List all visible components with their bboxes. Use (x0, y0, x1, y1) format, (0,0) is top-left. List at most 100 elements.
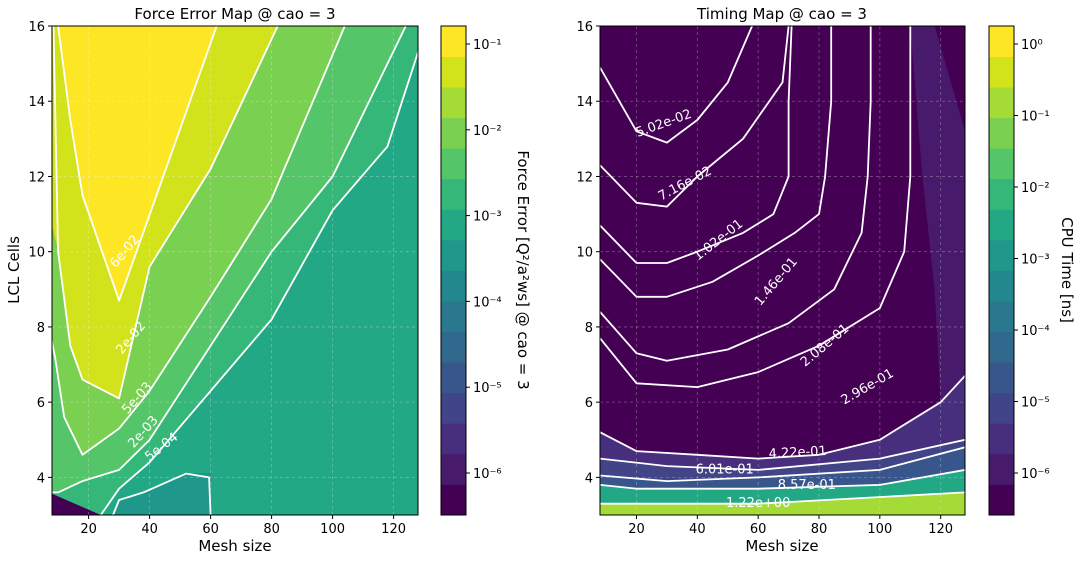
force-error-region-3 (52, 26, 406, 493)
timing-gridlines (600, 26, 965, 515)
force-error-colorbar-tick-label-0: 10⁻⁶ (473, 467, 502, 482)
force-error-colorbar-tick-label-2: 10⁻⁴ (473, 295, 502, 310)
timing-colorbar-segment-2 (989, 423, 1014, 455)
timing-colorbar-segment-12 (989, 117, 1014, 149)
timing-region-0 (910, 26, 965, 403)
timing-x-ticks: 20 40 60 80 100 120 (628, 515, 953, 537)
force-error-region-1 (52, 26, 278, 399)
timing-y-tick-label-5: 14 (576, 95, 593, 110)
force-error-colorbar-tick-label-4: 10⁻² (473, 124, 502, 139)
timing-colorbar-tick-label-6: 10⁰ (1021, 38, 1043, 53)
force-error-title: Force Error Map @ cao = 3 (134, 5, 335, 23)
force-error-x-ticks: 20 40 60 80 100 120 (80, 515, 406, 537)
timing-colorbar-tick-label-0: 10⁻⁶ (1021, 467, 1050, 482)
timing-colorbar-label: CPU Time [ns] (1058, 217, 1076, 323)
timing-y-tick-label-6: 16 (576, 20, 593, 35)
timing-y-tick-label-3: 10 (576, 246, 593, 261)
timing-colorbar-segment-7 (989, 270, 1014, 302)
timing-contour-line-1 (600, 26, 790, 208)
timing-contour-line-3 (600, 26, 833, 298)
force-error-contour-line-5 (112, 472, 212, 515)
timing-plot-frame (599, 25, 966, 516)
timing-y-tick-label-4: 12 (576, 170, 593, 185)
force-error-colorbar-frame (440, 25, 467, 516)
force-error-y-ticks: 4 6 8 10 12 14 16 (28, 20, 52, 486)
timing-x-tick-label-1: 40 (689, 522, 706, 537)
force-error-contour-line-1 (52, 26, 279, 400)
timing-colorbar-tick-label-1: 10⁻⁵ (1021, 396, 1050, 411)
force-error-y-axis-label: LCL Cells (5, 236, 23, 304)
force-error-colorbar-segment-8 (441, 239, 466, 271)
timing-colorbar-segment-4 (989, 362, 1014, 394)
force-error-y-tick-label-5: 14 (28, 95, 45, 110)
force-error-x-tick-label-5: 120 (381, 522, 406, 537)
force-error-colorbar-segment-2 (441, 423, 466, 455)
timing-contour-line-9 (600, 469, 965, 490)
force-error-colorbar-segment-1 (441, 453, 466, 485)
timing-colorbar-segment-0 (989, 484, 1014, 516)
timing-colorbar-segment-8 (989, 239, 1014, 271)
timing-colorbar-segment-9 (989, 209, 1014, 241)
force-error-x-tick-label-2: 60 (202, 522, 219, 537)
timing-region-3 (600, 447, 965, 489)
force-error-filled-contours (52, 26, 418, 515)
timing-colorbar-tick-label-3: 10⁻³ (1021, 253, 1050, 268)
timing-contour-lines (600, 26, 965, 505)
force-error-colorbar-label: Force Error [Q²/a²ws] @ cao = 3 (514, 150, 532, 389)
timing-colorbar-frame (988, 25, 1015, 516)
timing-contour-line-5 (600, 26, 912, 389)
force-error-colorbar-tick-label-3: 10⁻³ (473, 210, 502, 225)
force-error-colorbar-ticks: 10⁻⁶ 10⁻⁵ 10⁻⁴ 10⁻³ 10⁻² 10⁻¹ (466, 38, 502, 482)
timing-colorbar-ticks: 10⁻⁶ 10⁻⁵ 10⁻⁴ 10⁻³ 10⁻² 10⁻¹ 10⁰ (1014, 38, 1050, 482)
force-error-region-2 (52, 26, 345, 455)
timing-contour-line-4 (600, 26, 872, 362)
timing-colorbar-tick-label-2: 10⁻⁴ (1021, 324, 1050, 339)
timing-contour-label-8: 8.57e-01 (778, 478, 836, 493)
timing-region-2 (600, 439, 965, 482)
timing-chart: 5.02e-027.16e-021.02e-011.46e-012.08e-01… (576, 5, 966, 555)
force-error-y-tick-label-0: 4 (37, 471, 45, 486)
force-error-region-6 (113, 473, 211, 515)
timing-colorbar-tick-label-5: 10⁻¹ (1021, 110, 1050, 125)
timing-contour-label-6: 4.22e-01 (768, 444, 827, 462)
timing-contour-line-2 (600, 26, 793, 264)
force-error-region-0 (58, 26, 217, 301)
force-error-colorbar-segment-14 (441, 56, 466, 88)
force-error-colorbar-segment-5 (441, 331, 466, 363)
timing-x-axis-label: Mesh size (745, 537, 818, 555)
timing-contour-label-7: 6.01e-01 (696, 462, 754, 477)
timing-y-ticks: 4 6 8 10 12 14 16 (576, 20, 600, 486)
force-error-gridlines (52, 26, 418, 515)
timing-contour-line-10 (600, 491, 965, 505)
force-error-contour-line-2 (52, 26, 346, 456)
force-error-x-tick-label-3: 80 (263, 522, 280, 537)
force-error-x-tick-label-4: 100 (320, 522, 345, 537)
timing-y-tick-label-2: 8 (585, 321, 593, 336)
timing-x-tick-label-4: 100 (867, 522, 892, 537)
force-error-contour-line-0 (57, 26, 218, 302)
force-error-colorbar: 10⁻⁶ 10⁻⁵ 10⁻⁴ 10⁻³ 10⁻² 10⁻¹ Force Error [Q²… (440, 25, 532, 516)
timing-y-tick-label-0: 4 (585, 471, 593, 486)
timing-region-1 (600, 375, 965, 470)
timing-y-tick-label-1: 6 (585, 396, 593, 411)
timing-title: Timing Map @ cao = 3 (696, 5, 867, 23)
force-error-y-tick-label-6: 16 (28, 20, 45, 35)
force-error-colorbar-tick-label-1: 10⁻⁵ (473, 381, 502, 396)
force-error-y-tick-label-3: 10 (28, 246, 45, 261)
force-error-y-tick-label-2: 8 (37, 321, 45, 336)
timing-colorbar-segment-10 (989, 178, 1014, 210)
force-error-colorbar-segment-4 (441, 362, 466, 394)
force-error-colorbar-segment-13 (441, 87, 466, 119)
force-error-colorbar-segment-9 (441, 209, 466, 241)
timing-colorbar-segment-15 (989, 26, 1014, 57)
timing-colorbar: 10⁻⁶ 10⁻⁵ 10⁻⁴ 10⁻³ 10⁻² 10⁻¹ 10⁰ CPU Time [ns… (988, 25, 1076, 516)
timing-contour-line-0 (600, 26, 753, 144)
timing-colorbar-segment-6 (989, 301, 1014, 333)
force-error-x-tick-label-0: 20 (80, 522, 97, 537)
force-error-y-tick-label-1: 6 (37, 396, 45, 411)
timing-contour-line-6 (600, 375, 965, 460)
timing-colorbar-segment-11 (989, 148, 1014, 180)
force-error-colorbar-segment-7 (441, 270, 466, 302)
force-error-colorbar-segment-0 (441, 484, 466, 516)
